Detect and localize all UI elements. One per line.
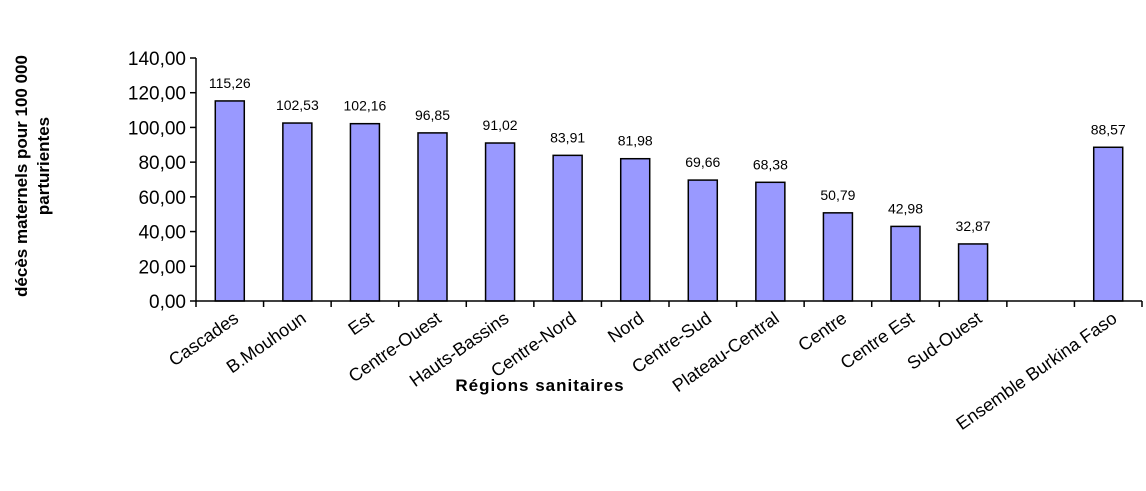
bar	[957, 243, 989, 302]
data-labels: 115,26 102,53 102,16 96,85 91,02 83,91 81,98 69…	[209, 75, 1126, 234]
bar	[417, 132, 448, 302]
bar	[484, 142, 516, 302]
y-tick-label: 20,00	[138, 257, 186, 278]
bar-data-label: 115,26	[209, 75, 251, 91]
bar	[214, 100, 246, 302]
bar	[890, 225, 921, 302]
y-tick-label: 60,00	[138, 188, 186, 209]
x-tick-label: Centre	[794, 308, 850, 355]
bar-data-label: 88,57	[1091, 121, 1126, 137]
bar-data-label: 32,87	[956, 218, 991, 234]
bar	[619, 157, 651, 302]
x-tick-label: Est	[344, 308, 377, 339]
bar-data-label: 50,79	[820, 187, 855, 203]
y-tick-label: 140,00	[128, 49, 186, 70]
y-tick-label: 100,00	[128, 118, 186, 139]
x-tick-label: Centre Est	[837, 308, 918, 373]
bar-data-label: 91,02	[483, 117, 518, 133]
bar-data-label: 102,53	[276, 97, 319, 113]
y-axis-title-line-2: parturientes	[34, 117, 53, 215]
y-axis-ticks: 0,00 20,00 40,00 60,00 80,00 100,00 120,00 140,…	[128, 49, 196, 313]
bar-data-label: 96,85	[415, 107, 450, 123]
bar-data-label: 42,98	[888, 200, 923, 216]
x-axis-title: Régions sanitaires	[455, 376, 624, 395]
y-tick-label: 0,00	[149, 292, 186, 313]
bar	[282, 122, 313, 302]
x-tick-label: Nord	[604, 308, 647, 347]
y-tick-label: 40,00	[138, 223, 186, 244]
bar-data-label: 83,91	[550, 129, 585, 145]
bar	[552, 154, 583, 302]
bar-data-label: 69,66	[685, 154, 720, 170]
bar	[1092, 146, 1124, 302]
y-tick-label: 120,00	[128, 84, 186, 105]
bar	[687, 179, 719, 302]
bar-data-label: 68,38	[753, 156, 788, 172]
y-axis-title-line-1: décès maternels pour 100 000	[12, 55, 31, 297]
x-tick-label: Sud-Ouest	[903, 308, 985, 374]
bar	[349, 122, 381, 302]
bar-data-label: 81,98	[618, 133, 653, 149]
bar	[755, 181, 786, 302]
y-axis-title: décès maternels pour 100 000 parturientes	[12, 55, 53, 297]
bar-data-label: 102,16	[344, 98, 387, 114]
bars	[214, 100, 1124, 302]
y-tick-label: 80,00	[138, 153, 186, 174]
bar	[822, 212, 854, 302]
axes	[195, 58, 1143, 307]
